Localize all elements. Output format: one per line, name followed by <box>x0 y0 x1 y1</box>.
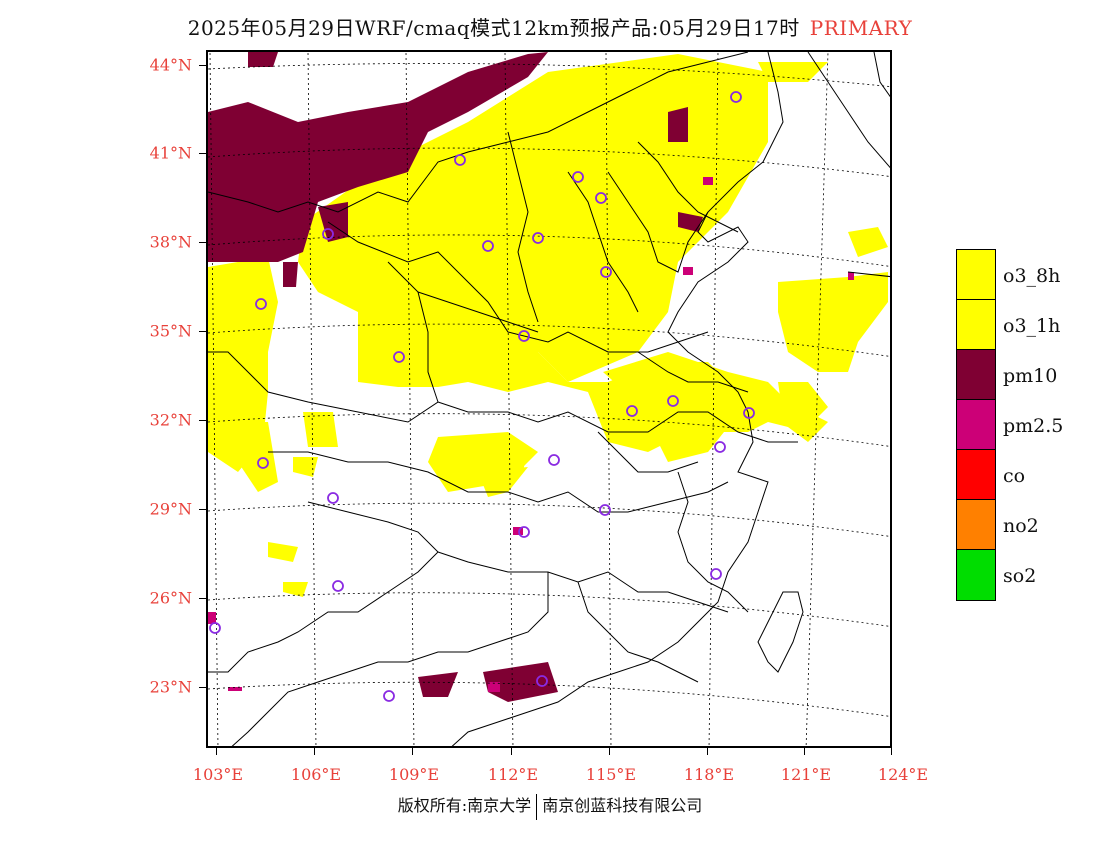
lat-tick <box>199 598 206 599</box>
primary-tag: PRIMARY <box>809 16 913 40</box>
legend-label-so2: so2 <box>1003 565 1037 587</box>
pollutant-legend <box>956 249 996 601</box>
title-text: 2025年05月29日WRF/cmaq模式12km预报产品:05月29日17时 <box>187 16 800 40</box>
o3-region-layer <box>208 54 888 597</box>
legend-label-o3-8h: o3_8h <box>1003 265 1061 287</box>
lon-label-124: 124°E <box>877 765 929 784</box>
copyright-company: 南京创蓝科技有限公司 <box>542 796 703 815</box>
lat-tick <box>199 687 206 688</box>
province-boundaries <box>208 52 798 746</box>
lat-tick <box>199 65 206 66</box>
lon-tick <box>804 748 805 755</box>
legend-swatch-pm10 <box>957 350 995 400</box>
lon-label-115: 115°E <box>585 765 637 784</box>
lon-label-112: 112°E <box>487 765 539 784</box>
lon-tick <box>707 748 708 755</box>
coastline <box>451 52 890 746</box>
forecast-map <box>206 50 892 748</box>
legend-label-no2: no2 <box>1003 515 1039 537</box>
lon-label-109: 109°E <box>388 765 440 784</box>
lon-label-103: 103°E <box>192 765 244 784</box>
legend-swatch-so2 <box>957 550 995 600</box>
legend-swatch-pm25 <box>957 400 995 450</box>
lat-label-23: 23°N <box>149 677 192 697</box>
lon-label-118: 118°E <box>683 765 735 784</box>
lat-label-32: 32°N <box>149 410 192 430</box>
pm25-region-layer <box>208 177 854 692</box>
lon-label-106: 106°E <box>290 765 342 784</box>
lat-tick <box>199 420 206 421</box>
footer-divider <box>536 793 538 820</box>
lat-tick <box>199 242 206 243</box>
lat-label-29: 29°N <box>149 499 192 519</box>
lon-tick <box>412 748 413 755</box>
lat-label-41: 41°N <box>149 143 192 163</box>
legend-label-pm10: pm10 <box>1003 365 1058 387</box>
legend-label-o3-1h: o3_1h <box>1003 315 1061 337</box>
lat-label-26: 26°N <box>149 588 192 608</box>
copyright-footer: 版权所有:南京大学 南京创蓝科技有限公司 <box>0 792 1100 820</box>
lon-tick <box>609 748 610 755</box>
legend-label-pm25: pm2.5 <box>1003 415 1064 437</box>
lat-tick <box>199 331 206 332</box>
lon-tick <box>511 748 512 755</box>
station-markers <box>209 91 755 702</box>
lat-tick <box>199 509 206 510</box>
lon-tick <box>891 748 892 755</box>
lon-tick <box>216 748 217 755</box>
map-title: 2025年05月29日WRF/cmaq模式12km预报产品:05月29日17时 P… <box>0 12 1100 41</box>
lat-label-44: 44°N <box>149 55 192 75</box>
legend-label-co: co <box>1003 465 1026 487</box>
lat-label-35: 35°N <box>149 321 192 341</box>
legend-swatch-co <box>957 450 995 500</box>
lon-tick <box>314 748 315 755</box>
lat-tick <box>199 153 206 154</box>
lat-label-38: 38°N <box>149 232 192 252</box>
lon-label-121: 121°E <box>780 765 832 784</box>
pm10-region-layer <box>208 52 703 702</box>
legend-swatch-o3-1h <box>957 300 995 350</box>
copyright-owner: 版权所有:南京大学 <box>397 796 532 815</box>
legend-swatch-o3-8h <box>957 250 995 300</box>
legend-swatch-no2 <box>957 500 995 550</box>
map-canvas <box>208 52 890 746</box>
